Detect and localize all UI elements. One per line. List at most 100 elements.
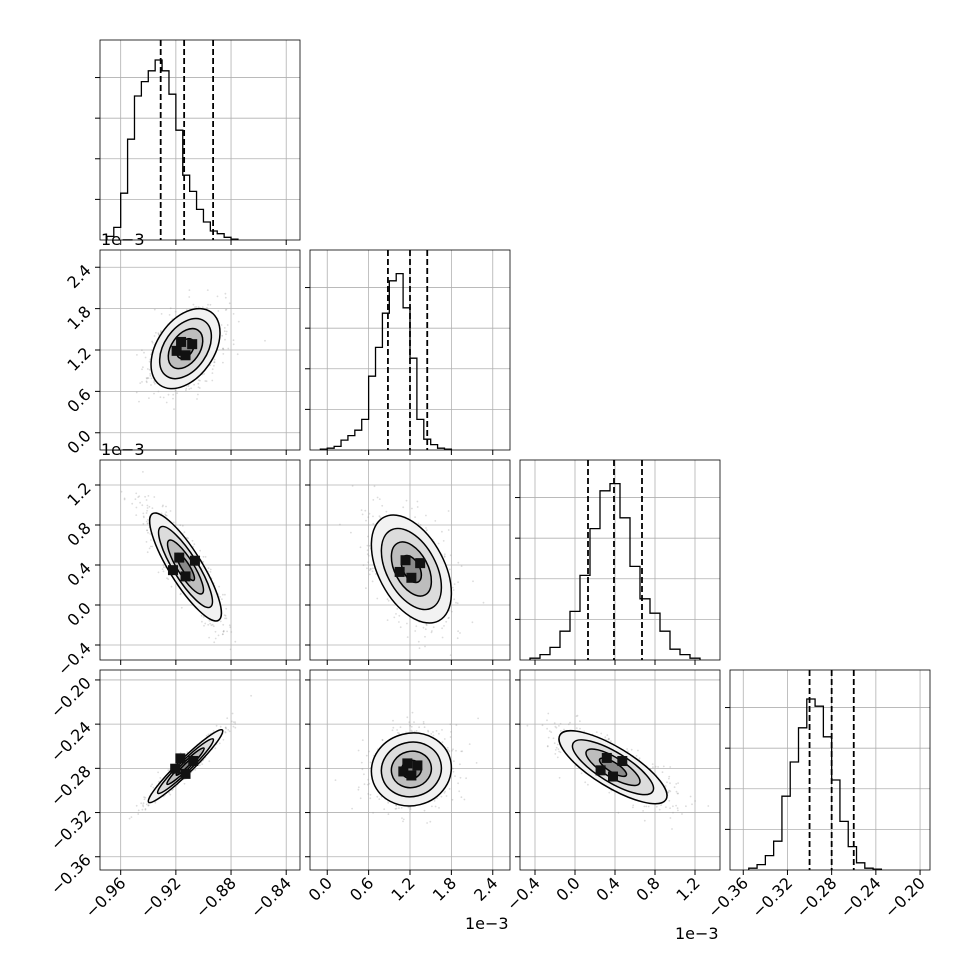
scatter-point bbox=[209, 568, 212, 571]
scatter-point bbox=[367, 778, 370, 781]
scatter-point bbox=[386, 619, 389, 621]
scatter-point bbox=[236, 353, 239, 356]
scatter-point bbox=[135, 492, 138, 495]
scatter-point bbox=[222, 630, 225, 633]
scatter-point bbox=[144, 808, 147, 810]
density-core-cell bbox=[188, 755, 199, 766]
scatter-point bbox=[188, 289, 191, 291]
scatter-point bbox=[204, 556, 207, 558]
scatter-point bbox=[150, 384, 152, 386]
density-core-cell bbox=[415, 558, 426, 569]
scatter-point bbox=[362, 564, 365, 566]
scatter-point bbox=[444, 790, 446, 793]
scatter-point bbox=[202, 555, 205, 558]
scatter-point bbox=[157, 390, 160, 393]
scatter-point bbox=[222, 361, 224, 364]
scatter-point bbox=[217, 310, 220, 312]
scatter-point bbox=[471, 621, 474, 624]
scatter-point bbox=[208, 619, 211, 622]
scatter-point bbox=[170, 585, 173, 588]
density-core-cell bbox=[402, 758, 413, 769]
marginal-frame-p0 bbox=[99, 39, 301, 241]
scatter-point bbox=[155, 331, 157, 334]
scatter-point bbox=[387, 813, 390, 816]
scatter-point bbox=[146, 377, 148, 380]
scatter-point bbox=[120, 490, 123, 493]
scatter-point bbox=[405, 499, 408, 502]
scatter-point bbox=[131, 502, 134, 505]
scatter-point bbox=[369, 793, 372, 796]
scatter-point bbox=[166, 577, 168, 580]
scatter-point bbox=[351, 485, 354, 487]
scatter-point bbox=[458, 790, 461, 793]
scatter-point bbox=[181, 524, 184, 527]
scatter-point bbox=[459, 776, 462, 779]
scatter-point bbox=[643, 805, 646, 808]
scatter-point bbox=[472, 580, 474, 583]
scatter-point bbox=[546, 727, 548, 730]
scatter-point bbox=[374, 573, 377, 575]
scatter-point bbox=[147, 531, 149, 534]
scatter-point bbox=[123, 498, 126, 501]
scatter-point bbox=[165, 514, 168, 517]
scatter-point bbox=[224, 726, 227, 729]
scatter-point bbox=[218, 585, 221, 588]
density-core-cell bbox=[412, 760, 423, 771]
scatter-point bbox=[415, 625, 418, 628]
scatter-point bbox=[446, 746, 449, 749]
scatter-point bbox=[449, 554, 452, 557]
scatter-point bbox=[370, 568, 372, 570]
marginal-panel-p1 bbox=[305, 250, 510, 450]
scatter-point bbox=[448, 750, 451, 753]
scatter-point bbox=[459, 632, 461, 634]
scatter-point bbox=[583, 730, 586, 733]
scatter-point bbox=[228, 730, 231, 733]
scatter-point bbox=[201, 306, 204, 308]
scatter-point bbox=[145, 380, 148, 383]
scatter-point bbox=[225, 727, 228, 730]
scatter-point bbox=[160, 330, 162, 332]
scatter-point bbox=[445, 795, 448, 797]
scatter-point bbox=[432, 731, 434, 733]
scatter-point bbox=[164, 513, 167, 516]
scatter-point bbox=[457, 782, 459, 785]
scatter-point bbox=[430, 733, 433, 735]
scatter-point bbox=[429, 820, 432, 823]
scatter-point bbox=[434, 520, 437, 522]
scatter-point bbox=[455, 749, 457, 752]
scatter-point bbox=[360, 761, 363, 764]
scatter-point bbox=[366, 567, 368, 570]
scatter-point bbox=[219, 725, 222, 728]
panel-content bbox=[334, 711, 479, 824]
scatter-point bbox=[149, 545, 152, 548]
scatter-point bbox=[146, 377, 149, 379]
panel-content bbox=[120, 471, 237, 651]
scatter-point bbox=[448, 788, 451, 790]
scatter-point bbox=[149, 373, 152, 375]
scatter-point bbox=[148, 547, 151, 550]
scatter-point bbox=[222, 593, 224, 596]
scatter-point bbox=[128, 817, 131, 820]
scatter-point bbox=[197, 393, 199, 396]
scatter-point bbox=[225, 308, 228, 311]
scatter-point bbox=[396, 608, 399, 610]
scatter-point bbox=[396, 729, 398, 731]
scatter-point bbox=[226, 717, 229, 720]
scatter-point bbox=[147, 522, 149, 525]
scatter-point bbox=[138, 495, 141, 498]
scatter-point bbox=[367, 561, 370, 564]
scatter-point bbox=[209, 303, 212, 306]
scatter-point bbox=[410, 729, 413, 732]
density-core-cell bbox=[406, 770, 417, 781]
scatter-point bbox=[366, 544, 369, 547]
scatter-point bbox=[398, 732, 400, 735]
scatter-point bbox=[383, 808, 386, 811]
scatter-point bbox=[222, 630, 225, 633]
scatter-point bbox=[142, 512, 145, 515]
density-core-cell bbox=[398, 766, 409, 777]
scatter-point bbox=[142, 805, 145, 808]
scatter-point bbox=[548, 730, 551, 732]
scatter-point bbox=[146, 529, 148, 532]
scatter-point bbox=[185, 387, 188, 390]
scatter-point bbox=[137, 813, 140, 815]
